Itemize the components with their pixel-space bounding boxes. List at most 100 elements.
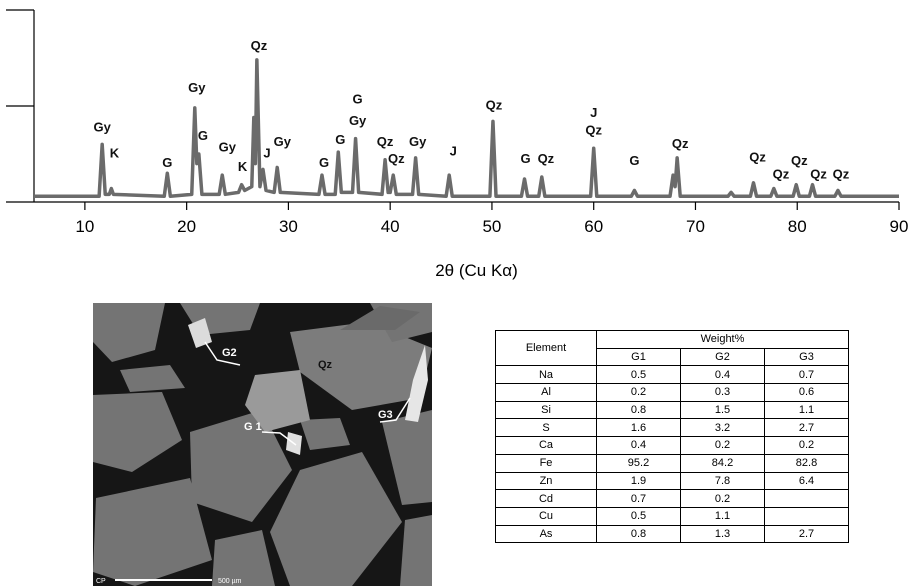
value-cell: 0.2: [680, 436, 765, 455]
data-table: Element Weight% G1 G2 G3 Na 0.5 0.4 0.7 Al 0.…: [495, 329, 849, 544]
x-tick-label: 50: [482, 217, 501, 236]
table-row: As 0.8 1.3 2.7: [495, 524, 849, 544]
peak-label: G: [335, 132, 345, 147]
value-cell: 1.1: [680, 506, 765, 526]
x-tick-label: 60: [584, 217, 603, 236]
table-header: G1: [596, 347, 681, 367]
peak-label: Gy: [188, 80, 206, 95]
value-cell: 95.2: [596, 453, 681, 473]
value-cell: 1.3: [680, 524, 765, 544]
element-cell: Cu: [495, 506, 597, 526]
table-header: Element: [495, 329, 597, 367]
peak-label: G: [162, 155, 172, 170]
peak-label: G: [319, 155, 329, 170]
element-cell: Cd: [495, 489, 597, 508]
table-header: G2: [680, 347, 765, 367]
value-cell: 0.2: [764, 436, 849, 455]
value-cell: 82.8: [764, 453, 849, 473]
x-tick-label: 70: [686, 217, 705, 236]
image-label: G2: [222, 347, 237, 359]
value-cell: 84.2: [680, 453, 765, 473]
element-cell: Fe: [495, 453, 597, 473]
value-cell: 0.6: [764, 383, 849, 402]
sem-image: G2 Qz G3 G 1 CP 500 µm: [93, 303, 432, 586]
image-label: G 1: [244, 421, 262, 433]
peak-label: Gy: [409, 134, 427, 149]
value-cell: [764, 506, 849, 526]
x-tick-label: 40: [381, 217, 400, 236]
image-corner-text: CP: [96, 578, 106, 585]
peak-label: G: [629, 153, 639, 168]
peak-label: Qz: [833, 167, 850, 182]
value-cell: 0.2: [680, 489, 765, 508]
peak-label: Qz: [749, 149, 766, 164]
scale-bar-label: 500 µm: [218, 578, 242, 585]
peak-label: Gy: [274, 134, 292, 149]
table-row: S 1.6 3.2 2.7: [495, 418, 849, 438]
peak-label: Qz: [672, 136, 689, 151]
peak-label: G: [198, 128, 208, 143]
x-tick-label: 10: [75, 217, 94, 236]
x-tick-label: 80: [788, 217, 807, 236]
table-row: Cd 0.7 0.2: [495, 489, 849, 508]
peak-label: Qz: [251, 38, 268, 53]
element-cell: Na: [495, 365, 597, 385]
table-row: Na 0.5 0.4 0.7: [495, 365, 849, 385]
x-tick-label: 30: [279, 217, 298, 236]
peak-label: Qz: [791, 153, 808, 168]
value-cell: 0.4: [596, 436, 681, 455]
element-cell: Zn: [495, 471, 597, 491]
element-cell: Al: [495, 383, 597, 402]
table-row: Cu 0.5 1.1: [495, 506, 849, 526]
table-row: Ca 0.4 0.2 0.2: [495, 436, 849, 455]
value-cell: 0.2: [596, 383, 681, 402]
peak-label: Qz: [486, 97, 503, 112]
table-row: Al 0.2 0.3 0.6: [495, 383, 849, 402]
peak-label: Gy: [94, 120, 112, 135]
value-cell: 1.6: [596, 418, 681, 438]
value-cell: 0.8: [596, 400, 681, 420]
image-label: G3: [378, 409, 393, 421]
value-cell: 3.2: [680, 418, 765, 438]
element-cell: As: [495, 524, 597, 544]
peak-label: G: [353, 92, 363, 107]
table-row: Si 0.8 1.5 1.1: [495, 400, 849, 420]
value-cell: 2.7: [764, 418, 849, 438]
value-cell: 0.7: [596, 489, 681, 508]
peak-label: Qz: [377, 134, 394, 149]
x-tick-label: 20: [177, 217, 196, 236]
table-row: Zn 1.9 7.8 6.4: [495, 471, 849, 491]
value-cell: 1.1: [764, 400, 849, 420]
peak-label: Qz: [538, 151, 555, 166]
peak-label: K: [238, 159, 248, 174]
peak-label: Qz: [585, 122, 602, 137]
table-header: Weight%: [596, 330, 849, 349]
peak-label: Qz: [810, 167, 827, 182]
peak-label: J: [450, 144, 457, 159]
table-row: Fe 95.2 84.2 82.8: [495, 453, 849, 473]
peak-label: Qz: [388, 151, 405, 166]
value-cell: 1.9: [596, 471, 681, 491]
peak-label: Qz: [773, 167, 790, 182]
value-cell: 0.3: [680, 383, 765, 402]
value-cell: [764, 489, 849, 508]
value-cell: 1.5: [680, 400, 765, 420]
image-label: Qz: [318, 359, 333, 371]
x-tick-label: 90: [890, 217, 909, 236]
element-cell: S: [495, 418, 597, 438]
value-cell: 6.4: [764, 471, 849, 491]
peak-label: Gy: [349, 113, 367, 128]
element-cell: Ca: [495, 436, 597, 455]
peak-label: J: [590, 105, 597, 120]
xrd-line: [34, 58, 899, 198]
value-cell: 0.5: [596, 506, 681, 526]
value-cell: 0.4: [680, 365, 765, 385]
peak-label: Gy: [219, 140, 237, 155]
value-cell: 0.8: [596, 524, 681, 544]
value-cell: 0.5: [596, 365, 681, 385]
element-cell: Si: [495, 400, 597, 420]
value-cell: 7.8: [680, 471, 765, 491]
peak-label: K: [110, 145, 120, 160]
x-axis-label: 2θ (Cu Kα): [435, 261, 518, 280]
